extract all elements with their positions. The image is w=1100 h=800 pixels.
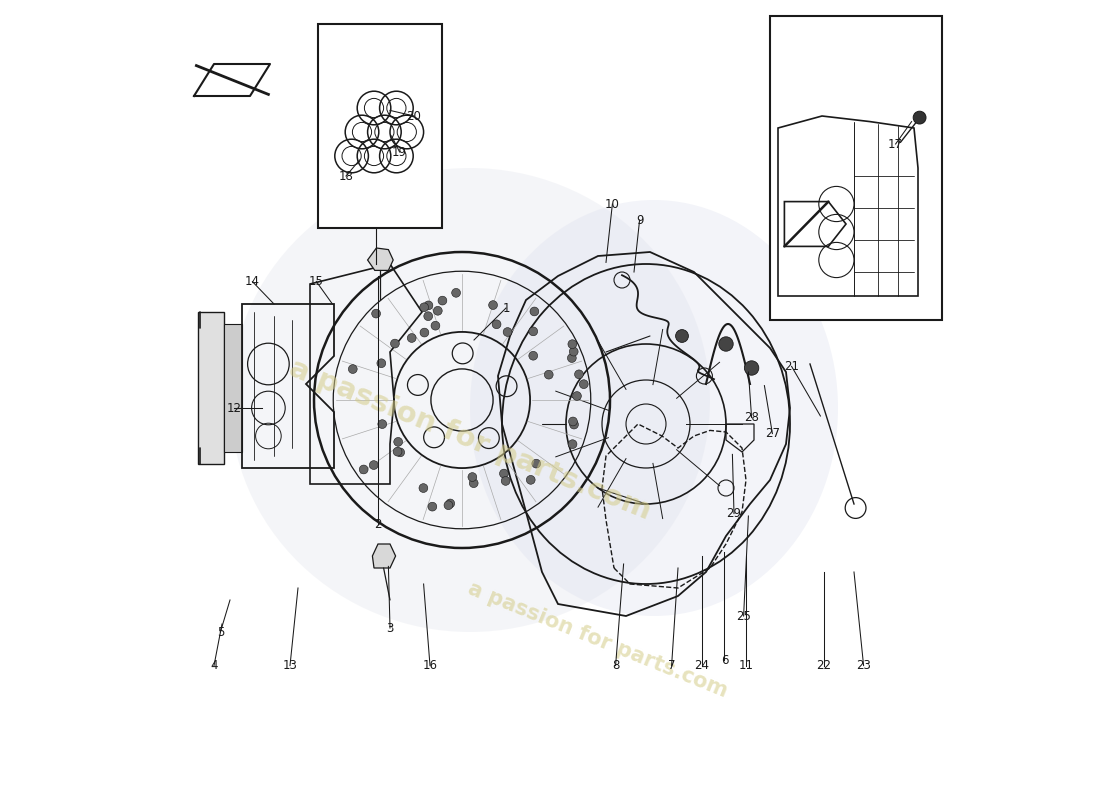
- Text: 10: 10: [605, 198, 619, 210]
- Circle shape: [424, 312, 432, 321]
- Circle shape: [568, 354, 576, 362]
- Polygon shape: [373, 544, 396, 568]
- Circle shape: [570, 347, 579, 356]
- Circle shape: [446, 499, 454, 508]
- Text: 5: 5: [217, 626, 224, 638]
- Circle shape: [569, 417, 578, 426]
- Text: 20: 20: [407, 110, 421, 122]
- Polygon shape: [198, 312, 223, 464]
- Circle shape: [502, 477, 510, 486]
- Text: 16: 16: [422, 659, 438, 672]
- Circle shape: [431, 322, 440, 330]
- Text: 25: 25: [736, 610, 751, 622]
- Circle shape: [438, 296, 447, 305]
- Text: 15: 15: [309, 275, 323, 288]
- Text: 12: 12: [227, 402, 242, 414]
- Circle shape: [372, 309, 381, 318]
- Circle shape: [503, 328, 512, 337]
- Circle shape: [419, 484, 428, 493]
- Text: 11: 11: [738, 659, 754, 672]
- Circle shape: [407, 334, 416, 342]
- Circle shape: [913, 111, 926, 124]
- Circle shape: [488, 301, 497, 310]
- Circle shape: [390, 339, 399, 348]
- Circle shape: [452, 289, 461, 298]
- Circle shape: [570, 420, 579, 429]
- Circle shape: [675, 330, 689, 342]
- Text: 27: 27: [764, 427, 780, 440]
- Circle shape: [568, 440, 576, 449]
- Circle shape: [378, 420, 387, 429]
- Circle shape: [396, 448, 405, 457]
- Text: 7: 7: [668, 659, 675, 672]
- Text: 3: 3: [386, 622, 394, 634]
- Ellipse shape: [230, 168, 710, 632]
- Circle shape: [529, 327, 538, 336]
- Circle shape: [718, 337, 734, 351]
- Text: 4: 4: [210, 659, 218, 672]
- Circle shape: [468, 473, 476, 482]
- Circle shape: [531, 459, 540, 468]
- Circle shape: [424, 301, 432, 310]
- Text: 2: 2: [374, 518, 382, 530]
- Circle shape: [349, 365, 358, 374]
- Circle shape: [530, 307, 539, 316]
- Circle shape: [433, 306, 442, 315]
- Circle shape: [420, 328, 429, 337]
- Circle shape: [745, 361, 759, 375]
- Circle shape: [420, 303, 429, 312]
- Text: 17: 17: [888, 138, 903, 150]
- Circle shape: [377, 359, 386, 368]
- Text: a passion for parts.com: a passion for parts.com: [465, 578, 730, 702]
- FancyBboxPatch shape: [770, 16, 942, 320]
- Text: 28: 28: [745, 411, 759, 424]
- Circle shape: [580, 380, 588, 389]
- Circle shape: [393, 447, 402, 456]
- Text: 9: 9: [636, 214, 644, 226]
- Circle shape: [394, 438, 403, 446]
- Circle shape: [470, 478, 478, 487]
- Text: 19: 19: [392, 146, 407, 158]
- Text: 6: 6: [720, 654, 728, 666]
- Circle shape: [370, 461, 378, 470]
- Circle shape: [574, 370, 583, 378]
- Text: 8: 8: [612, 659, 619, 672]
- Polygon shape: [223, 324, 242, 452]
- Text: 14: 14: [245, 275, 260, 288]
- Text: 24: 24: [694, 659, 710, 672]
- Circle shape: [444, 501, 453, 510]
- Text: 29: 29: [726, 507, 741, 520]
- Text: 21: 21: [784, 360, 799, 373]
- Circle shape: [499, 469, 508, 478]
- Circle shape: [492, 320, 500, 329]
- FancyBboxPatch shape: [318, 24, 442, 228]
- Text: 1: 1: [503, 302, 509, 314]
- Circle shape: [529, 351, 538, 360]
- Circle shape: [526, 475, 535, 484]
- Circle shape: [360, 465, 368, 474]
- Text: 18: 18: [339, 170, 353, 182]
- Text: 22: 22: [816, 659, 832, 672]
- Polygon shape: [367, 248, 393, 270]
- Circle shape: [573, 392, 582, 401]
- Text: a passion for parts.com: a passion for parts.com: [285, 354, 656, 526]
- Circle shape: [568, 340, 576, 349]
- Circle shape: [428, 502, 437, 511]
- Polygon shape: [194, 64, 270, 96]
- Text: 23: 23: [856, 659, 871, 672]
- Circle shape: [544, 370, 553, 379]
- Text: 13: 13: [283, 659, 297, 672]
- Ellipse shape: [470, 200, 838, 616]
